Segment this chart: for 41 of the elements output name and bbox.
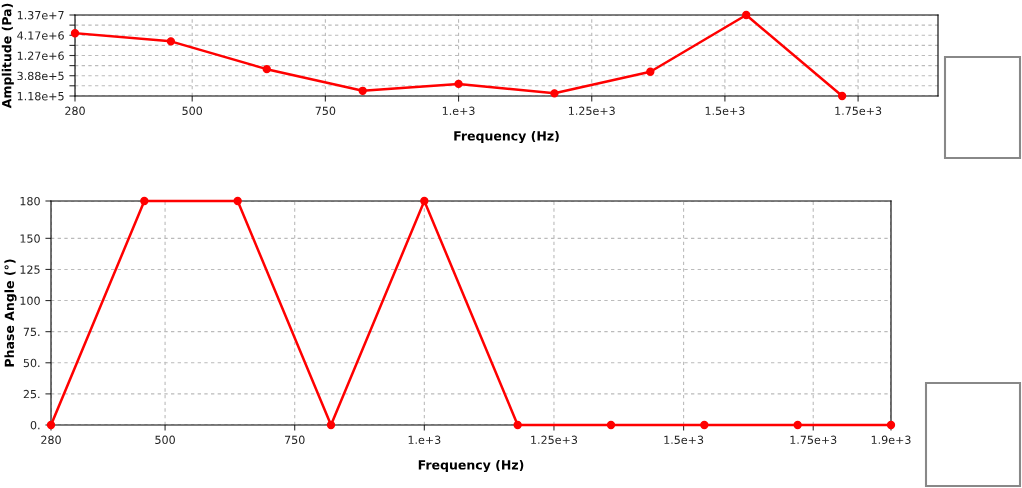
point xyxy=(70,29,80,38)
y-tick-label: 25. xyxy=(23,389,40,399)
y-tick-label: 100 xyxy=(20,296,40,305)
y-tick-label: 4.17e+6 xyxy=(17,31,64,40)
y-tick-label: 1.27e+6 xyxy=(17,51,64,60)
point xyxy=(646,67,655,76)
x-tick-label: 1.5e+3 xyxy=(664,435,704,445)
x-tick-label: 1.75e+3 xyxy=(790,435,837,445)
point xyxy=(262,65,271,74)
y-tick-label: 1.37e+7 xyxy=(17,10,64,20)
x-tick-label: 750 xyxy=(315,106,336,116)
y-tick-label: 75. xyxy=(23,327,40,337)
y-tick-label: 0. xyxy=(30,420,40,430)
y-axis-title: Amplitude (Pa) xyxy=(1,3,14,109)
x-tick-label: 1.e+3 xyxy=(442,106,475,116)
y-tick-label: 150 xyxy=(20,234,40,243)
x-tick-label: 1.25e+3 xyxy=(568,106,615,116)
point xyxy=(837,91,847,101)
x-tick-label: 1.e+3 xyxy=(408,435,441,445)
x-tick-label: 500 xyxy=(155,435,175,445)
point xyxy=(550,89,559,98)
x-tick-label: 1.5e+3 xyxy=(705,106,745,116)
x-axis-title: Frequency (Hz) xyxy=(418,459,524,473)
x-tick-label: 1.75e+3 xyxy=(835,106,882,116)
x-tick-label: 280 xyxy=(65,106,85,116)
point xyxy=(742,10,751,20)
x-tick-label: 1.25e+3 xyxy=(531,435,578,445)
y-axis-title: Phase Angle (°) xyxy=(4,259,17,367)
y-tick-label: 3.88e+5 xyxy=(17,71,64,81)
x-tick-label: 750 xyxy=(285,435,305,445)
point xyxy=(454,79,463,89)
x-tick-label: 500 xyxy=(182,106,203,116)
y-tick-label: 50. xyxy=(23,358,40,368)
y-tick-label: 125 xyxy=(20,265,40,274)
x-tick-label: 280 xyxy=(41,435,61,445)
y-tick-label: 1.18e+5 xyxy=(17,91,64,101)
x-axis-title: Frequency (Hz) xyxy=(454,130,559,144)
x-tick-label: 1.9e+3 xyxy=(871,435,911,445)
y-tick-label: 180 xyxy=(20,196,40,206)
point xyxy=(358,86,367,95)
point xyxy=(166,37,176,46)
